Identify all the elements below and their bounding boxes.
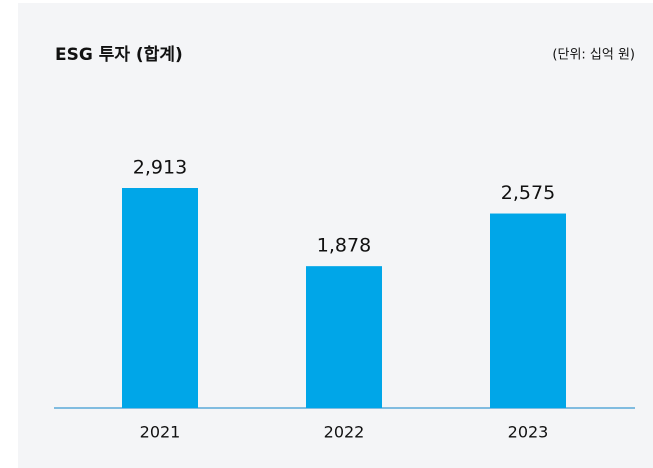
chart-subtitle: (단위: 십억 원)	[552, 48, 635, 63]
x-tick-label: 2023	[508, 423, 549, 442]
x-tick-label: 2022	[324, 423, 365, 442]
value-label: 2,913	[133, 157, 187, 179]
value-label: 2,575	[501, 182, 555, 204]
bar	[306, 266, 382, 408]
bar	[490, 213, 566, 408]
x-tick-label: 2021	[140, 423, 181, 442]
bar	[122, 188, 198, 408]
chart-title: ESG 투자 (합계)	[55, 44, 183, 65]
value-label: 1,878	[317, 235, 371, 257]
